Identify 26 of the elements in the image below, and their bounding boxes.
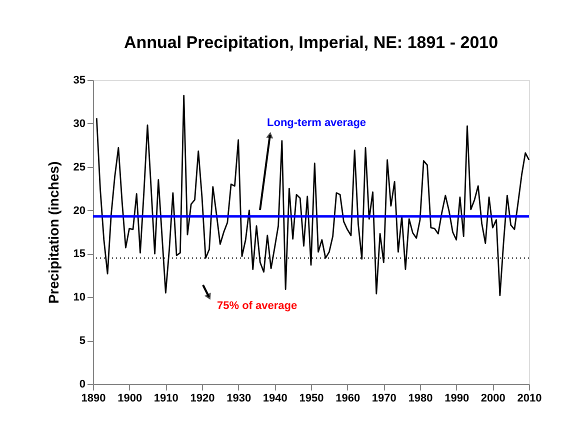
y-tick-label: 15 <box>73 248 86 260</box>
ref-line-label: Long-term average <box>267 117 366 129</box>
x-tick-label: 1960 <box>336 392 360 404</box>
x-tick-label: 1890 <box>81 392 106 404</box>
y-axis-title: Precipitation (inches) <box>45 161 62 304</box>
x-tick-label: 1980 <box>408 392 433 404</box>
y-tick-label: 0 <box>79 378 86 390</box>
x-tick-label: 2000 <box>480 392 506 404</box>
chart-title: Annual Precipitation, Imperial, NE: 1891 - 2010 <box>124 33 498 52</box>
x-tick-label: 1970 <box>372 392 396 404</box>
y-tick-label: 30 <box>73 118 86 130</box>
x-tick-label: 2010 <box>517 392 542 404</box>
y-tick-label: 25 <box>73 161 86 174</box>
x-tick-label: 1910 <box>154 392 178 404</box>
legend-label: 75% of average <box>217 300 298 312</box>
x-tick-label: 1900 <box>118 392 142 404</box>
y-tick-label: 10 <box>73 292 86 304</box>
line-series <box>96 94 530 296</box>
x-tick-label: 1950 <box>299 392 324 404</box>
x-tick-label: 1990 <box>444 392 470 404</box>
x-tick-label: 1930 <box>226 392 252 404</box>
y-tick-label: 20 <box>73 204 86 217</box>
y-tick-label: 35 <box>73 74 86 86</box>
x-tick-label: 1920 <box>190 392 215 404</box>
y-tick-label: 5 <box>79 335 86 348</box>
x-tick-label: 1940 <box>262 392 288 404</box>
